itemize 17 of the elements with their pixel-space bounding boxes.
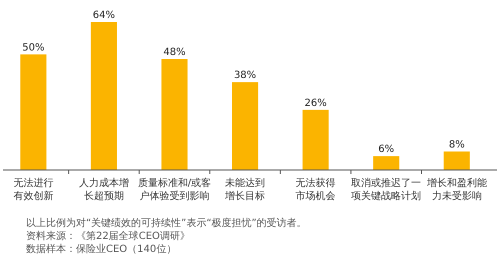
x-tick-label: 未能达到增长目标: [225, 177, 266, 203]
data-label: 48%: [163, 47, 186, 58]
text: 数据样本：保险业CEO（140位）: [26, 243, 176, 255]
x-tick-label: 人力成本增长超预期: [78, 177, 129, 203]
x-tick-label: 增长和盈利能力未受影响: [426, 177, 487, 203]
x-tick-label: 取消或推迟了一项关键战略计划: [351, 177, 422, 203]
data-label: 26%: [304, 98, 327, 109]
x-tick-label: 无法进行有效创新: [13, 177, 54, 203]
x-tick-label: 质量标准和/或客户体验受到影响: [138, 177, 212, 203]
data-label: 50%: [22, 42, 44, 54]
x-tick-label: 无法获得市场机会: [296, 177, 336, 203]
data-label: 38%: [234, 70, 256, 82]
data-label: 6%: [378, 144, 394, 156]
data-label: 8%: [448, 140, 465, 150]
text: 资料来源：《第22届全球CEO调研》: [26, 230, 190, 242]
text: 以上比例为对“关键绩效的可持续性”表示“极度担忧”的受访者。: [26, 217, 307, 229]
data-label: 64%: [92, 10, 116, 21]
